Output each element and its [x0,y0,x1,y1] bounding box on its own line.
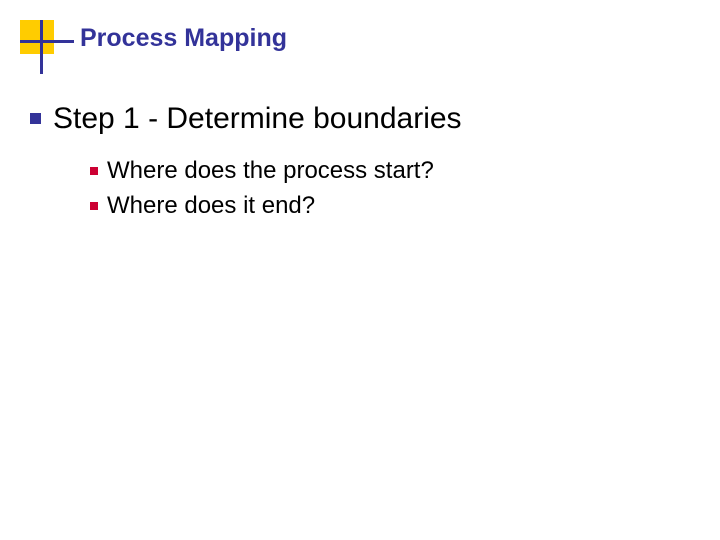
corner-decoration [20,20,70,70]
slide: { "decoration": { "yellow_box_color": "#… [0,0,720,540]
slide-title: Process Mapping [80,24,287,53]
bullet-level2: Where does the process start? [90,156,434,186]
bullet-level1: Step 1 - Determine boundaries [30,100,462,138]
vertical-line [40,20,43,74]
bullet-level2: Where does it end? [90,191,315,221]
bullet-text: Where does the process start? [107,156,434,186]
bullet-square-icon [90,202,98,210]
bullet-text: Step 1 - Determine boundaries [53,100,462,138]
bullet-text: Where does it end? [107,191,315,221]
yellow-square [20,20,54,54]
bullet-square-icon [90,167,98,175]
bullet-square-icon [30,113,41,124]
horizontal-line [20,40,74,43]
